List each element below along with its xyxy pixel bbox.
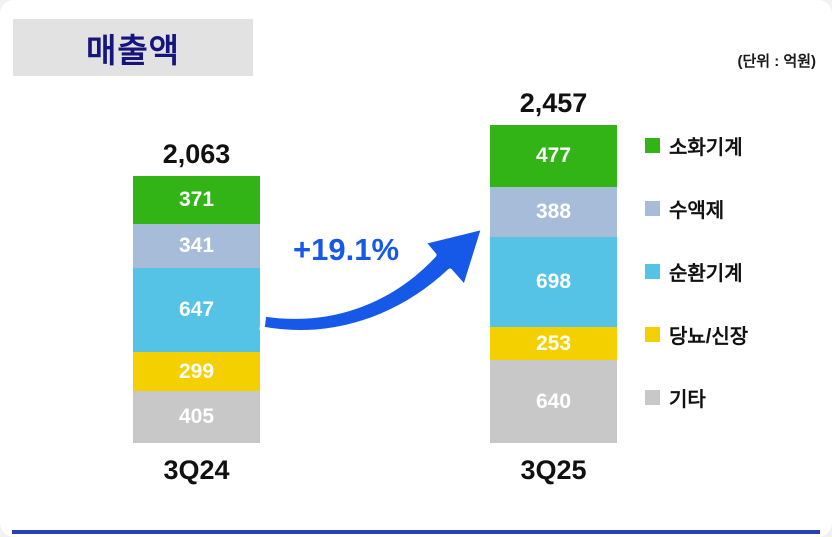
legend-label: 소화기계 bbox=[669, 136, 743, 159]
legend-label: 순환기계 bbox=[669, 262, 743, 285]
bar-segment-소화기계: 371 bbox=[133, 176, 260, 224]
legend-label: 수액제 bbox=[669, 199, 725, 222]
bar-segment-기타: 640 bbox=[490, 360, 617, 443]
legend-item-수액제: 수액제 bbox=[645, 196, 748, 222]
unit-label: (단위 : 억원) bbox=[737, 53, 816, 70]
legend-swatch-icon bbox=[645, 137, 660, 153]
legend-label: 당뇨/신장 bbox=[669, 325, 749, 348]
bar-segment-수액제: 388 bbox=[490, 187, 617, 237]
legend-swatch-icon bbox=[645, 326, 660, 342]
legend-item-순환기계: 순환기계 bbox=[645, 259, 748, 285]
bar-segment-당뇨/신장: 299 bbox=[133, 352, 260, 391]
legend-item-소화기계: 소화기계 bbox=[645, 133, 748, 159]
bar-segment-당뇨/신장: 253 bbox=[490, 327, 617, 360]
growth-label: +19.1% bbox=[293, 232, 400, 267]
bar-segment-순환기계: 698 bbox=[490, 237, 617, 327]
category-label-3Q25: 3Q25 bbox=[520, 455, 587, 485]
legend-item-기타: 기타 bbox=[645, 385, 748, 411]
stacked-bar-3Q24: 371 341 647 299 405 bbox=[133, 176, 260, 443]
legend-swatch-icon bbox=[645, 200, 660, 216]
bar-segment-소화기계: 477 bbox=[490, 125, 617, 187]
total-label-3Q24: 2,063 bbox=[162, 139, 231, 169]
legend-swatch-icon bbox=[645, 263, 660, 279]
total-label-3Q25: 2,457 bbox=[519, 88, 588, 118]
bar-segment-기타: 405 bbox=[133, 391, 260, 443]
legend-swatch-icon bbox=[645, 389, 660, 405]
bar-segment-수액제: 341 bbox=[133, 224, 260, 268]
stacked-bar-3Q25: 477 388 698 253 640 bbox=[490, 125, 617, 443]
category-label-3Q24: 3Q24 bbox=[163, 455, 230, 485]
chart-title: 매출액 bbox=[85, 31, 181, 69]
chart-title-box: 매출액 bbox=[13, 19, 253, 76]
legend-label: 기타 bbox=[669, 388, 706, 411]
bar-segment-순환기계: 647 bbox=[133, 268, 260, 352]
legend-item-당뇨/신장: 당뇨/신장 bbox=[645, 322, 749, 348]
bottom-accent-bar bbox=[12, 530, 820, 534]
